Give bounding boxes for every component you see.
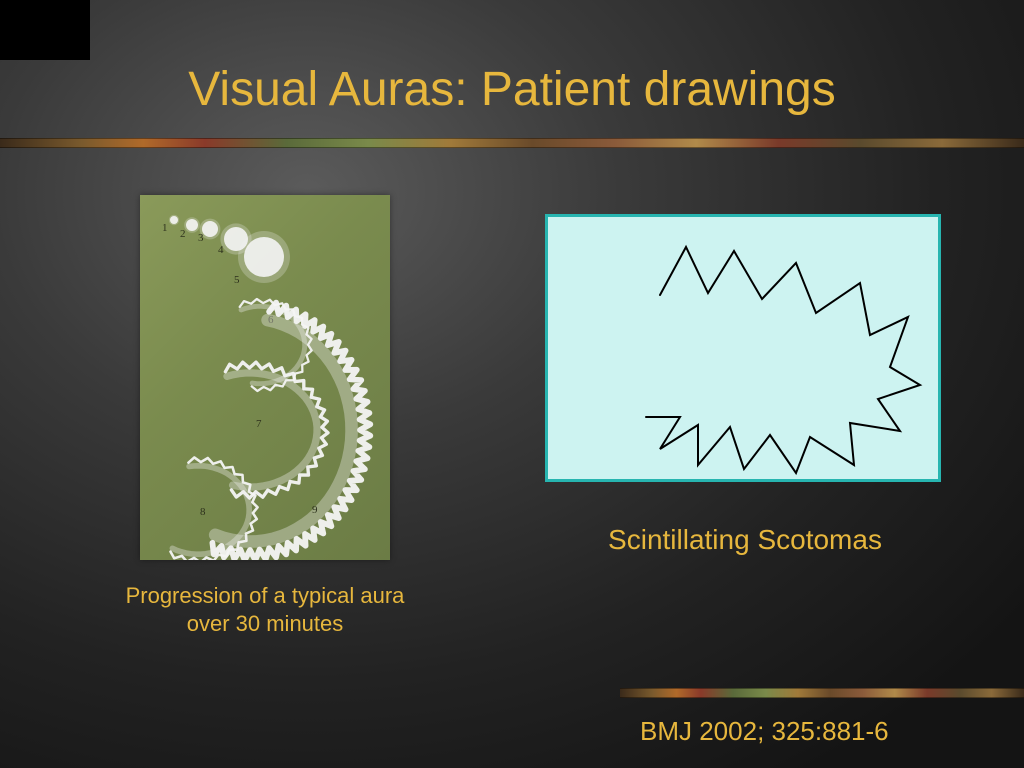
slide-title: Visual Auras: Patient drawings: [0, 62, 1024, 117]
citation: BMJ 2002; 325:881-6: [640, 716, 1020, 747]
svg-text:8: 8: [200, 506, 206, 518]
svg-text:4: 4: [218, 244, 224, 256]
svg-text:3: 3: [198, 232, 204, 244]
slide: Visual Auras: Patient drawings 123456789…: [0, 0, 1024, 768]
left-caption-line2: over 30 minutes: [187, 611, 344, 636]
corner-accent: [0, 0, 90, 60]
scotoma-drawing: [548, 217, 938, 479]
svg-text:1: 1: [162, 222, 168, 234]
divider-top: [0, 138, 1024, 148]
svg-text:9: 9: [312, 504, 318, 516]
left-figure-caption: Progression of a typical aura over 30 mi…: [100, 582, 430, 637]
svg-text:7: 7: [256, 418, 262, 430]
left-caption-line1: Progression of a typical aura: [126, 583, 405, 608]
right-figure: [545, 214, 941, 482]
aura-progression-drawing: 123456789: [140, 195, 390, 560]
divider-bottom: [620, 688, 1024, 698]
right-figure-caption: Scintillating Scotomas: [545, 524, 945, 556]
left-figure: 123456789: [140, 195, 390, 560]
svg-text:5: 5: [234, 274, 240, 286]
svg-text:2: 2: [180, 228, 186, 240]
